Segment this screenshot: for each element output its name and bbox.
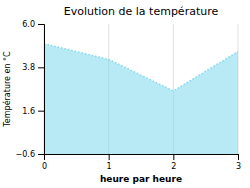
- x-axis: 0 1 2 3: [42, 154, 241, 171]
- y-axis: −0.6 1.6 3.8 6.0: [16, 20, 45, 159]
- area: [44, 44, 238, 154]
- tick-mark: [238, 154, 239, 160]
- title: Evolution de la température: [64, 5, 219, 18]
- tick: 3.8: [22, 63, 44, 72]
- tick: 3: [236, 154, 241, 171]
- tick-label: 0: [42, 162, 47, 171]
- tick: 1.6: [22, 107, 44, 116]
- tick-mark: [38, 24, 44, 25]
- y-axis-title: Température en °C: [2, 51, 12, 128]
- grid: [44, 24, 238, 154]
- tick-mark: [38, 154, 44, 155]
- tick-label: 3: [236, 162, 241, 171]
- axis-line: [38, 25, 45, 155]
- tick-mark: [173, 154, 174, 160]
- tick-label: 2: [171, 162, 176, 171]
- tick-mark: [109, 154, 110, 160]
- tick-label: 1.6: [22, 107, 35, 116]
- tick-label: 3.8: [22, 63, 35, 72]
- marks: [44, 44, 238, 154]
- tick: 0: [42, 154, 47, 171]
- plot: 0 1 2 3 −0.6 1.6 3.8 6.0: [16, 20, 241, 171]
- tick-label: −0.6: [16, 150, 35, 159]
- axis-line: [45, 155, 239, 161]
- tick-label: 6.0: [22, 20, 35, 29]
- line: [44, 44, 238, 91]
- x-axis-title: heure par heure: [100, 174, 182, 184]
- tick: −0.6: [16, 150, 44, 159]
- tick-mark: [38, 111, 44, 112]
- chart: 0 1 2 3 −0.6 1.6 3.8 6.0 Evolution de la tempéra…: [0, 0, 250, 188]
- tick: 2: [171, 154, 176, 171]
- tick-mark: [38, 67, 44, 68]
- tick: 6.0: [22, 20, 44, 29]
- tick-label: 1: [107, 162, 112, 171]
- tick: 1: [107, 154, 112, 171]
